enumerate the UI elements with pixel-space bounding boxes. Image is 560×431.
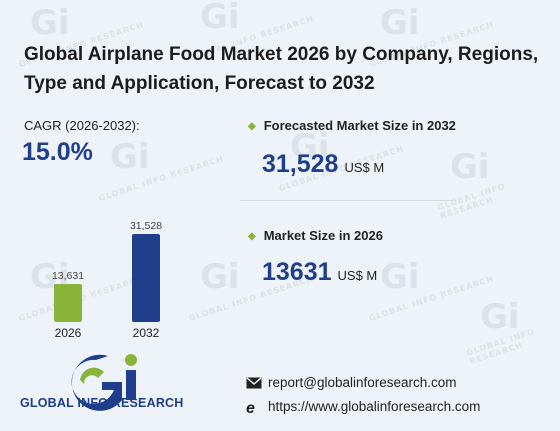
bar-value-label: 31,528 [130,220,162,232]
contact-email-row[interactable]: report@globalinforesearch.com [246,375,457,392]
forecast-unit: US$ M [344,160,385,175]
forecast-value-row: 31,528 US$ M [262,150,384,179]
page-title: Global Airplane Food Market 2026 by Comp… [24,44,539,94]
forecast-label-row: ◆ Forecasted Market Size in 2032 [248,118,456,133]
bar-2026 [54,283,82,322]
diamond-bullet-icon: ◆ [248,231,256,242]
current-label-row: ◆ Market Size in 2026 [248,228,383,243]
cagr-value: 15.0% [22,138,93,166]
contact-email[interactable]: report@globalinforesearch.com [268,375,457,390]
bar-value-label: 13,631 [52,270,84,282]
cagr-label: CAGR (2026-2032): [24,118,140,133]
contact-website-row[interactable]: e https://www.globalinforesearch.com [246,399,480,418]
current-unit: US$ M [337,268,378,283]
divider [240,200,456,201]
contact-website[interactable]: https://www.globalinforesearch.com [268,399,481,414]
globe-e-icon: e [246,400,255,417]
category-label: 2032 [133,326,160,340]
market-size-bar-chart: 13,631 2026 31,528 2032 [52,220,162,340]
forecast-label: Forecasted Market Size in 2032 [263,118,456,133]
category-label: 2026 [55,326,82,340]
forecast-value: 31,528 [262,150,339,178]
diamond-bullet-icon: ◆ [248,121,256,132]
current-label: Market Size in 2026 [263,228,383,243]
brand-name: GLOBAL INFO RESEARCH [20,396,184,410]
envelope-icon [246,377,262,392]
current-value: 13631 [262,258,332,286]
bar-2032 [132,234,160,322]
current-value-row: 13631 US$ M [262,258,377,287]
gi-logo [71,354,137,411]
